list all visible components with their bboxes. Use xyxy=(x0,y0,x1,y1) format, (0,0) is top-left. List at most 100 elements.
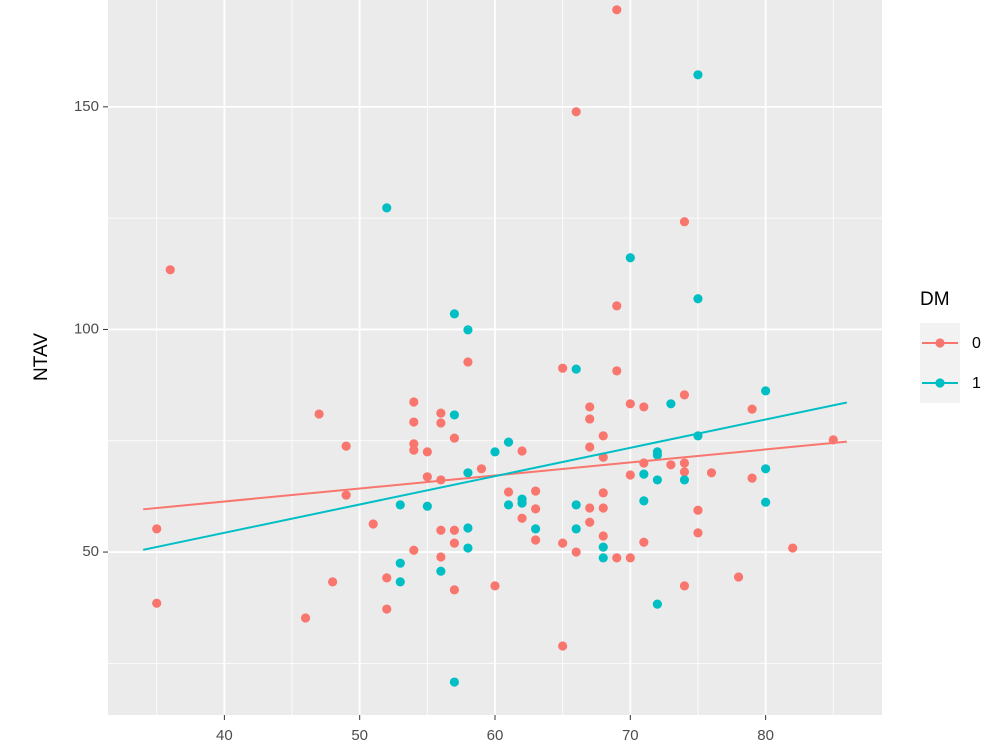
point xyxy=(152,598,162,608)
point xyxy=(679,475,690,485)
y-tick-label: 100 xyxy=(74,320,99,337)
point xyxy=(639,458,649,468)
point xyxy=(639,469,649,479)
point xyxy=(341,490,351,500)
point xyxy=(598,431,608,441)
point xyxy=(761,497,771,507)
point xyxy=(761,386,771,396)
point xyxy=(341,441,351,451)
point xyxy=(761,464,771,474)
point xyxy=(571,524,581,534)
point xyxy=(422,472,432,482)
point xyxy=(463,468,473,478)
x-tick-label: 80 xyxy=(757,727,774,744)
point xyxy=(165,265,175,275)
y-tick-label: 50 xyxy=(82,543,99,560)
point xyxy=(652,599,662,609)
point xyxy=(300,613,311,623)
point xyxy=(585,402,595,412)
x-tick-label: 40 xyxy=(216,727,233,744)
point xyxy=(639,402,649,412)
x-tick-label: 50 xyxy=(351,727,368,744)
point xyxy=(733,572,744,582)
point xyxy=(693,528,703,538)
point xyxy=(612,5,622,15)
point xyxy=(693,505,703,515)
point xyxy=(490,447,500,457)
point xyxy=(679,390,690,400)
point xyxy=(382,573,392,583)
point xyxy=(706,468,717,478)
point xyxy=(747,473,757,483)
point xyxy=(436,566,446,576)
point xyxy=(449,410,460,420)
point xyxy=(598,553,608,563)
point xyxy=(436,525,446,535)
point xyxy=(422,501,432,511)
point xyxy=(409,417,419,427)
point xyxy=(747,404,757,414)
point xyxy=(612,553,622,563)
point xyxy=(152,524,162,534)
point xyxy=(571,364,581,374)
point xyxy=(314,409,324,419)
point xyxy=(625,470,635,480)
point xyxy=(585,414,595,424)
point xyxy=(436,552,446,562)
point xyxy=(571,107,581,117)
y-axis-label: NTAV xyxy=(31,333,52,381)
x-tick-label: 60 xyxy=(487,727,504,744)
point xyxy=(463,325,473,335)
point xyxy=(612,366,622,376)
point xyxy=(328,577,338,587)
point xyxy=(571,547,581,557)
point xyxy=(395,577,405,587)
point xyxy=(490,581,500,591)
point xyxy=(503,487,514,497)
point xyxy=(517,446,527,456)
point xyxy=(652,475,662,485)
point xyxy=(409,545,419,555)
point xyxy=(436,418,446,428)
point xyxy=(530,486,541,496)
point xyxy=(679,458,690,468)
point xyxy=(449,433,460,443)
legend-key-point xyxy=(935,338,945,348)
legend-label: 1 xyxy=(972,375,981,392)
point xyxy=(382,604,392,614)
point xyxy=(625,253,635,263)
point xyxy=(382,203,392,213)
legend-label: 0 xyxy=(972,335,981,352)
point xyxy=(598,488,608,498)
point xyxy=(530,524,541,534)
point xyxy=(368,519,378,529)
point xyxy=(666,399,676,409)
y-tick-label: 150 xyxy=(74,98,99,115)
point xyxy=(503,500,514,510)
point xyxy=(693,294,703,304)
point xyxy=(558,641,568,651)
point xyxy=(598,542,608,552)
point xyxy=(679,217,690,227)
point xyxy=(449,538,460,548)
point xyxy=(530,504,541,514)
point xyxy=(598,531,608,541)
point xyxy=(625,553,635,563)
point xyxy=(530,535,541,545)
point xyxy=(558,363,568,373)
point xyxy=(463,543,473,553)
point xyxy=(598,503,608,513)
point xyxy=(395,558,405,568)
point xyxy=(517,513,527,523)
point xyxy=(463,357,473,367)
point xyxy=(625,399,635,409)
point xyxy=(679,581,690,591)
point xyxy=(409,445,419,455)
point xyxy=(585,517,595,527)
point xyxy=(571,500,581,510)
point xyxy=(449,309,460,319)
point xyxy=(449,585,460,595)
x-tick-label: 70 xyxy=(622,727,639,744)
fit-line xyxy=(142,401,848,551)
